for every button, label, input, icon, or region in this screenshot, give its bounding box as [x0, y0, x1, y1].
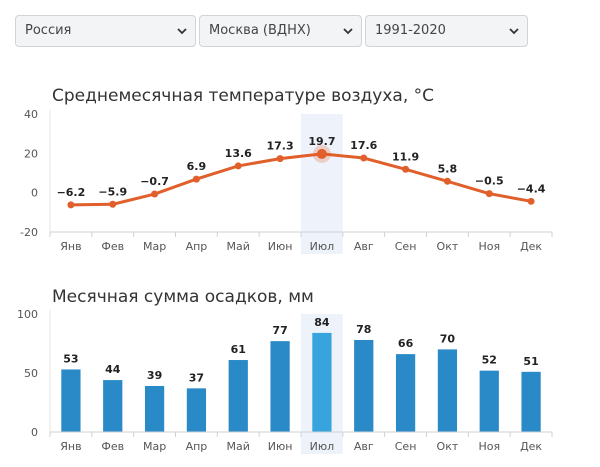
data-label: 61 — [231, 343, 246, 356]
precipitation-bar — [186, 388, 207, 432]
x-tick-label: Ноя — [478, 440, 500, 453]
precipitation-bar — [479, 370, 499, 432]
temperature-chart: 40 20 0 -20 Янв Фев Мар Апр Май Июн Июл Авг Сен Окт Но… — [20, 108, 553, 254]
data-label: 5.8 — [438, 162, 458, 175]
data-label: 52 — [482, 354, 497, 367]
x-tick-label: Сен — [395, 240, 417, 253]
x-tick-label: Авг — [354, 240, 374, 253]
x-tick-label: Июл — [310, 440, 335, 453]
x-tick-label: Июн — [268, 240, 293, 253]
y-tick-label: 0 — [31, 426, 38, 439]
x-tick-label: Июн — [268, 440, 293, 453]
data-label: 66 — [398, 337, 414, 350]
data-point — [360, 154, 368, 162]
data-label: 51 — [523, 355, 538, 368]
data-point — [443, 177, 451, 185]
data-point — [151, 190, 159, 198]
precipitation-bar — [395, 354, 416, 432]
x-tick-label: Фев — [101, 240, 124, 253]
x-tick-label: Май — [227, 240, 250, 253]
x-tick-label: Дек — [520, 240, 542, 253]
data-point — [234, 162, 242, 170]
data-label: 78 — [356, 323, 371, 336]
x-tick-label: Мар — [143, 440, 166, 453]
data-point — [402, 165, 410, 173]
data-label: 37 — [189, 371, 204, 384]
data-point — [527, 197, 535, 205]
precipitation-chart: 100 50 0 53 44 39 37 61 77 84 78 66 70 52 51 Янв Фев Мар А… — [17, 308, 553, 454]
precipitation-bar — [144, 385, 165, 432]
precipitation-bar — [270, 341, 290, 432]
data-point — [67, 201, 75, 209]
period-select-value: 1991-2020 — [375, 23, 446, 38]
y-tick-label: 0 — [31, 187, 38, 200]
precipitation-bar — [103, 380, 123, 432]
data-point — [485, 190, 493, 198]
x-tick-label: Янв — [60, 240, 81, 253]
data-label: 6.9 — [187, 160, 207, 173]
precipitation-bar — [521, 371, 541, 432]
period-select[interactable]: 1991-2020 — [365, 15, 528, 47]
data-label: 70 — [440, 332, 456, 345]
precipitation-bar — [228, 360, 248, 432]
data-label: 19.7 — [308, 135, 335, 148]
precipitation-bar — [437, 349, 458, 432]
y-tick-label: 50 — [24, 367, 38, 380]
temperature-series-line — [70, 152, 532, 207]
data-label: 11.9 — [392, 150, 419, 163]
data-label: −6.2 — [57, 186, 86, 199]
data-label: 13.6 — [225, 147, 252, 160]
precipitation-bar — [354, 339, 374, 432]
station-select[interactable]: Москва (ВДНХ) — [199, 15, 362, 47]
chevron-down-icon — [343, 28, 353, 35]
station-select-value: Москва (ВДНХ) — [209, 23, 311, 38]
x-tick-label: Апр — [186, 440, 208, 453]
data-label: −5.9 — [98, 185, 127, 198]
y-tick-label: 40 — [24, 108, 38, 121]
x-tick-label: Окт — [437, 440, 459, 453]
precipitation-chart-title: Месячная сумма осадков, мм — [52, 287, 314, 307]
temperature-chart-title: Среднемесячная температуре воздуха, °С — [52, 86, 435, 106]
x-tick-label: Дек — [520, 440, 542, 453]
x-tick-label: Апр — [186, 240, 208, 253]
data-label: 77 — [272, 324, 287, 337]
country-select[interactable]: Россия — [15, 15, 196, 47]
x-tick-label: Фев — [101, 440, 124, 453]
data-label: 84 — [314, 316, 330, 329]
data-label: 39 — [147, 369, 162, 382]
data-point — [316, 148, 327, 159]
data-label: −0.7 — [140, 175, 169, 188]
data-label: −4.4 — [517, 182, 546, 195]
y-tick-label: -20 — [20, 226, 38, 239]
data-label: −0.5 — [475, 175, 504, 188]
x-tick-label: Окт — [437, 240, 459, 253]
data-point — [276, 155, 284, 163]
data-point — [192, 175, 200, 183]
x-tick-label: Ноя — [478, 240, 500, 253]
chevron-down-icon — [509, 28, 519, 35]
precipitation-bar — [312, 332, 332, 432]
x-tick-label: Авг — [354, 440, 374, 453]
y-tick-label: 100 — [17, 308, 38, 321]
x-tick-label: Июл — [310, 240, 335, 253]
data-label: 17.3 — [267, 140, 294, 153]
x-tick-label: Май — [227, 440, 250, 453]
x-tick-label: Янв — [60, 440, 81, 453]
data-point — [109, 200, 117, 208]
data-label: 44 — [105, 363, 121, 376]
chevron-down-icon — [177, 28, 187, 35]
y-tick-label: 20 — [24, 147, 38, 160]
data-label: 17.6 — [350, 139, 377, 152]
data-label: 53 — [63, 352, 78, 365]
highlight-band — [301, 114, 343, 254]
precipitation-bar — [61, 369, 81, 432]
x-tick-label: Мар — [143, 240, 166, 253]
x-tick-label: Сен — [395, 440, 417, 453]
country-select-value: Россия — [25, 23, 72, 38]
